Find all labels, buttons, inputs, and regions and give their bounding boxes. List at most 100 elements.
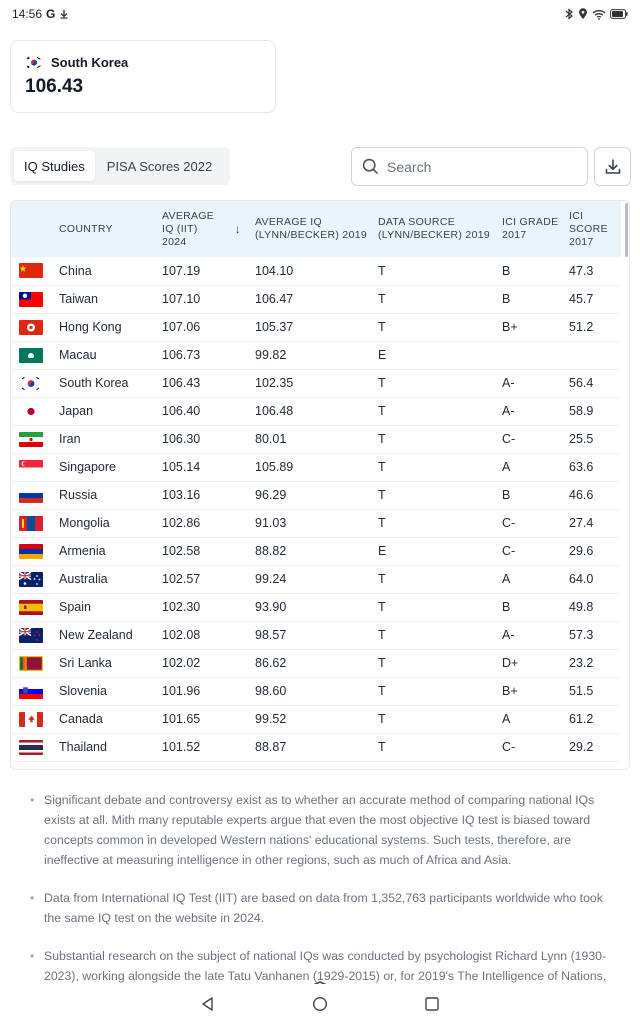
grade-cell: B	[502, 488, 511, 502]
header-avg-iq-iit[interactable]: AVERAGE IQ (IIT) 2024 ↓	[158, 201, 251, 257]
table-row[interactable]: Canada 101.65 99.52 T A 61.2	[11, 705, 621, 733]
battery-icon	[610, 9, 628, 19]
flag-cell	[11, 621, 55, 649]
lynn-cell: 106.47	[255, 292, 294, 306]
score-cell: 51.5	[569, 684, 594, 698]
header-data-source[interactable]: DATA SOURCE (LYNN/BECKER) 2019	[378, 216, 490, 241]
status-left: 14:56 G	[12, 7, 69, 21]
table-scrollbar[interactable]	[625, 201, 629, 769]
home-icon[interactable]	[312, 996, 328, 1012]
table-row[interactable]: Russia 103.16 96.29 T B 46.6	[11, 481, 621, 509]
tab-iq-studies[interactable]: IQ Studies	[14, 151, 95, 181]
table-row[interactable]: Sri Lanka 102.02 86.62 T D+ 23.2	[11, 649, 621, 677]
flag-cell	[11, 341, 55, 369]
table-row[interactable]: Mongolia 102.86 91.03 T C- 27.4	[11, 509, 621, 537]
country-cell: Singapore	[59, 460, 116, 474]
table-row[interactable]: Armenia 102.58 88.82 E C- 29.6	[11, 537, 621, 565]
selected-country-name: South Korea	[51, 55, 129, 70]
south-korea-flag-icon	[25, 56, 43, 69]
score-cell: 45.7	[569, 292, 594, 306]
header-ici-grade[interactable]: ICI GRADE 2017	[502, 216, 559, 241]
table-row[interactable]: Australia 102.57 99.24 T A 64.0	[11, 565, 621, 593]
china-flag-icon	[19, 263, 43, 279]
flag-cell	[11, 481, 55, 509]
country-cell: Mongolia	[59, 516, 110, 530]
country-cell: China	[59, 263, 92, 278]
flag-cell	[11, 677, 55, 705]
table-row[interactable]: Singapore 105.14 105.89 T A 63.6	[11, 453, 621, 481]
table-row[interactable]: South Korea 106.43 102.35 T A- 56.4	[11, 369, 621, 397]
table-row[interactable]: China 107.19 104.10 T B 47.3	[11, 257, 621, 285]
table-row[interactable]: Taiwan 107.10 106.47 T B 45.7	[11, 285, 621, 313]
header-country[interactable]: COUNTRY	[59, 222, 113, 235]
header-avg-iq-lynn[interactable]: AVERAGE IQ (LYNN/BECKER) 2019	[255, 216, 367, 241]
armenia-flag-icon	[19, 543, 43, 559]
search-icon	[362, 158, 379, 175]
grade-cell: A	[502, 572, 511, 586]
south-korea-flag-icon	[19, 375, 43, 391]
recents-icon[interactable]	[424, 996, 440, 1012]
iit-cell: 106.73	[162, 348, 201, 362]
table-row[interactable]: Iran 106.30 80.01 T C- 25.5	[11, 425, 621, 453]
table-scrollbar-thumb[interactable]	[625, 203, 628, 257]
score-cell: 46.6	[569, 488, 594, 502]
grade-cell: B	[502, 263, 511, 278]
lynn-cell: 96.29	[255, 488, 287, 502]
search-input[interactable]	[387, 158, 567, 175]
table-row[interactable]: Hong Kong 107.06 105.37 T B+ 51.2	[11, 313, 621, 341]
country-cell: Sri Lanka	[59, 656, 112, 670]
flag-cell	[11, 397, 55, 425]
sri-lanka-flag-icon	[19, 655, 43, 671]
new-zealand-flag-icon	[19, 627, 43, 643]
thailand-flag-icon	[19, 739, 43, 755]
source-cell: T	[378, 656, 386, 670]
flag-cell	[11, 649, 55, 677]
table-row[interactable]: Macau 106.73 99.82 E	[11, 341, 621, 369]
header-ici-score[interactable]: ICI SCORE 2017	[569, 209, 608, 248]
grade-cell: C-	[502, 516, 516, 530]
australia-flag-icon	[19, 571, 43, 587]
sort-arrow-icon[interactable]: ↓	[234, 221, 241, 236]
iit-cell: 102.08	[162, 628, 201, 642]
singapore-flag-icon	[19, 459, 43, 475]
iq-table: COUNTRY AVERAGE IQ (IIT) 2024 ↓ AVERAGE …	[11, 201, 621, 762]
status-bar: 14:56 G	[0, 0, 640, 28]
country-cell: Japan	[59, 404, 94, 418]
iq-table-container[interactable]: COUNTRY AVERAGE IQ (IIT) 2024 ↓ AVERAGE …	[10, 200, 630, 770]
table-row[interactable]: Spain 102.30 93.90 T B 49.8	[11, 593, 621, 621]
lynn-cell: 102.35	[255, 376, 294, 390]
iit-cell: 106.30	[162, 432, 201, 446]
tab-pisa-scores[interactable]: PISA Scores 2022	[106, 158, 213, 174]
table-row[interactable]: Thailand 101.52 88.87 T C- 29.2	[11, 733, 621, 761]
iit-cell: 102.57	[162, 572, 201, 586]
country-cell: Spain	[59, 600, 91, 614]
selected-country-card: South Korea 106.43	[10, 40, 276, 113]
score-cell: 57.3	[569, 628, 594, 642]
header-avg-iq-iit-label: AVERAGE IQ (IIT) 2024	[162, 209, 215, 248]
iit-cell: 101.52	[162, 740, 201, 754]
iran-flag-icon	[19, 431, 43, 447]
iit-cell: 107.19	[162, 263, 201, 278]
country-cell: Iran	[59, 432, 81, 446]
download-icon	[605, 158, 620, 174]
search-box[interactable]	[351, 147, 588, 186]
score-cell: 47.3	[569, 263, 594, 278]
source-cell: T	[378, 320, 386, 334]
table-row[interactable]: Japan 106.40 106.48 T A- 58.9	[11, 397, 621, 425]
table-header-row: COUNTRY AVERAGE IQ (IIT) 2024 ↓ AVERAGE …	[11, 201, 621, 257]
grade-cell: B	[502, 292, 511, 306]
back-icon[interactable]	[200, 996, 216, 1012]
grade-cell: C-	[502, 740, 516, 754]
source-cell: E	[378, 348, 387, 362]
iit-cell: 107.06	[162, 320, 201, 334]
source-cell: T	[378, 712, 386, 726]
download-button[interactable]	[594, 147, 631, 186]
iit-cell: 102.58	[162, 544, 201, 558]
notes-list: Significant debate and controversy exist…	[30, 790, 620, 1004]
iit-cell: 105.14	[162, 460, 201, 474]
table-row[interactable]: Slovenia 101.96 98.60 T B+ 51.5	[11, 677, 621, 705]
spain-flag-icon	[19, 599, 43, 615]
source-cell: T	[378, 404, 386, 418]
table-row[interactable]: New Zealand 102.08 98.57 T A- 57.3	[11, 621, 621, 649]
flag-cell	[11, 285, 55, 313]
